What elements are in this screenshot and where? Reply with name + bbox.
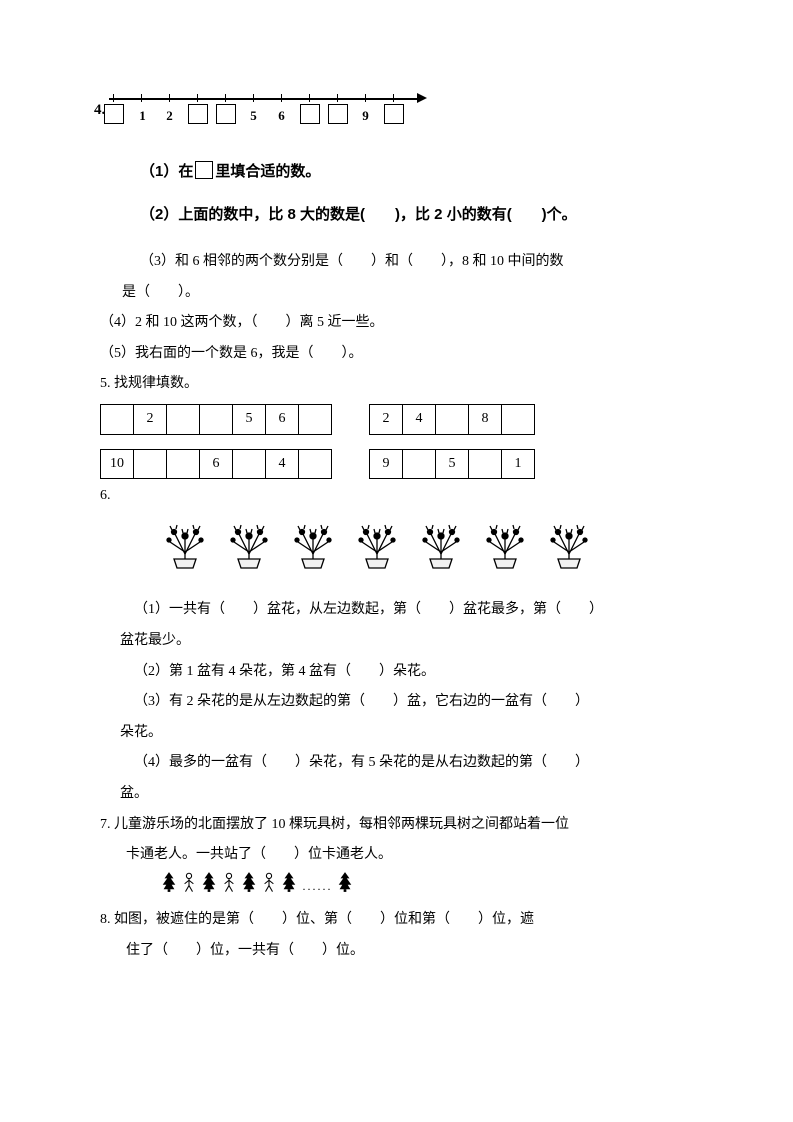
flower-pot-icon [480, 514, 530, 569]
flower-pot-icon [224, 514, 274, 569]
tree-icon [160, 871, 178, 893]
flower-pot [544, 514, 594, 580]
pattern-table-a: 2 5 6 [100, 404, 332, 435]
tree-icon [336, 871, 354, 893]
q4-header: 4. 1 2 5 6 9 [94, 90, 733, 130]
cell[interactable] [134, 449, 167, 479]
nl-label-5: 5 [250, 104, 257, 129]
person-icon [182, 871, 196, 893]
cell[interactable]: 4 [403, 404, 436, 434]
cell[interactable]: 2 [134, 404, 167, 434]
q6-p3b: 朵花。 [120, 720, 733, 747]
nl-blank-box[interactable] [188, 104, 208, 124]
q4-sub2: （2）上面的数中，比 8 大的数是( )，比 2 小的数有( )个。 [140, 201, 733, 230]
flower-pot-icon [544, 514, 594, 569]
q5-tables: 2 5 6 2 4 8 10 6 [100, 404, 733, 479]
cell[interactable]: 1 [502, 449, 535, 479]
cell[interactable] [101, 404, 134, 434]
nl-label-2: 2 [166, 104, 173, 129]
q7-l2: 卡通老人。一共站了（ ）位卡通老人。 [126, 842, 733, 869]
person-icon [262, 871, 276, 893]
q6-p1: （1）一共有（ ）盆花，从左边数起，第（ ）盆花最多，第（ ） [134, 597, 733, 624]
cell[interactable] [403, 449, 436, 479]
q6-p3: （3）有 2 朵花的是从左边数起的第（ ）盆，它右边的一盆有（ ） [134, 689, 733, 716]
cell[interactable]: 10 [101, 449, 134, 479]
cell[interactable] [167, 449, 200, 479]
worksheet-page: 4. 1 2 5 6 9 [0, 0, 793, 1004]
cell[interactable] [233, 449, 266, 479]
number-line: 1 2 5 6 9 [109, 90, 439, 130]
cell[interactable]: 5 [233, 404, 266, 434]
flower-pot-icon [160, 514, 210, 569]
flower-pot [352, 514, 402, 580]
cell[interactable] [200, 404, 233, 434]
cell[interactable]: 5 [436, 449, 469, 479]
ellipsis: ······ [302, 878, 332, 903]
nl-label-1: 1 [139, 104, 146, 129]
q5-title: 5. 找规律填数。 [100, 371, 733, 398]
q6-p2: （2）第 1 盆有 4 朵花，第 4 盆有（ ）朵花。 [134, 659, 733, 686]
q6-p1b: 盆花最少。 [120, 628, 733, 655]
flower-pot [288, 514, 338, 580]
pattern-table-b: 2 4 8 [369, 404, 535, 435]
q7-l1: 7. 儿童游乐场的北面摆放了 10 棵玩具树，每相邻两棵玩具树之间都站着一位 [100, 812, 733, 839]
flower-row [160, 514, 733, 580]
nl-blank-box[interactable] [104, 104, 124, 124]
cell[interactable]: 4 [266, 449, 299, 479]
q4-sub3b: 是（ ）。 [122, 280, 733, 307]
q6-p4b: 盆。 [120, 781, 733, 808]
cell[interactable] [299, 449, 332, 479]
cell[interactable] [436, 404, 469, 434]
cell[interactable] [469, 449, 502, 479]
q4-sub1: （1）在 里填合适的数。 [140, 158, 733, 187]
q6-title: 6. [100, 483, 733, 510]
q4-sub4: （4）2 和 10 这两个数，（ ）离 5 近一些。 [100, 310, 733, 337]
flower-pot [416, 514, 466, 580]
nl-blank-box[interactable] [328, 104, 348, 124]
nl-arrow [417, 93, 427, 103]
inline-blank-box[interactable] [195, 161, 213, 179]
q4-p1a: （1）在 [140, 163, 193, 180]
cell[interactable]: 8 [469, 404, 502, 434]
cell[interactable] [502, 404, 535, 434]
flower-pot-icon [352, 514, 402, 569]
q4-sub3a: （3）和 6 相邻的两个数分别是（ ）和（ ），8 和 10 中间的数 [140, 249, 733, 276]
cell[interactable]: 9 [370, 449, 403, 479]
tree-icon [240, 871, 258, 893]
q6-p4: （4）最多的一盆有（ ）朵花，有 5 朵花的是从右边数起的第（ ） [134, 750, 733, 777]
q4-p1b: 里填合适的数。 [215, 163, 320, 180]
flower-pot [224, 514, 274, 580]
flower-pot-icon [288, 514, 338, 569]
q8-l1: 8. 如图，被遮住的是第（ ）位、第（ ）位和第（ ）位，遮 [100, 907, 733, 934]
cell[interactable]: 6 [266, 404, 299, 434]
cell[interactable] [167, 404, 200, 434]
tree-icon [200, 871, 218, 893]
nl-blank-box[interactable] [300, 104, 320, 124]
nl-blank-box[interactable] [216, 104, 236, 124]
q8-l2: 住了（ ）位，一共有（ ）位。 [126, 938, 733, 965]
tree-person-row: ······ [160, 871, 733, 904]
tree-icon [280, 871, 298, 893]
person-icon [222, 871, 236, 893]
pattern-table-d: 9 5 1 [369, 449, 535, 480]
cell[interactable]: 6 [200, 449, 233, 479]
flower-pot [160, 514, 210, 580]
nl-label-9: 9 [362, 104, 369, 129]
flower-pot-icon [416, 514, 466, 569]
flower-pot [480, 514, 530, 580]
cell[interactable]: 2 [370, 404, 403, 434]
pattern-table-c: 10 6 4 [100, 449, 332, 480]
nl-label-6: 6 [278, 104, 285, 129]
cell[interactable] [299, 404, 332, 434]
nl-blank-box[interactable] [384, 104, 404, 124]
nl-axis [109, 98, 419, 100]
q4-sub5: （5）我右面的一个数是 6，我是（ ）。 [100, 341, 733, 368]
